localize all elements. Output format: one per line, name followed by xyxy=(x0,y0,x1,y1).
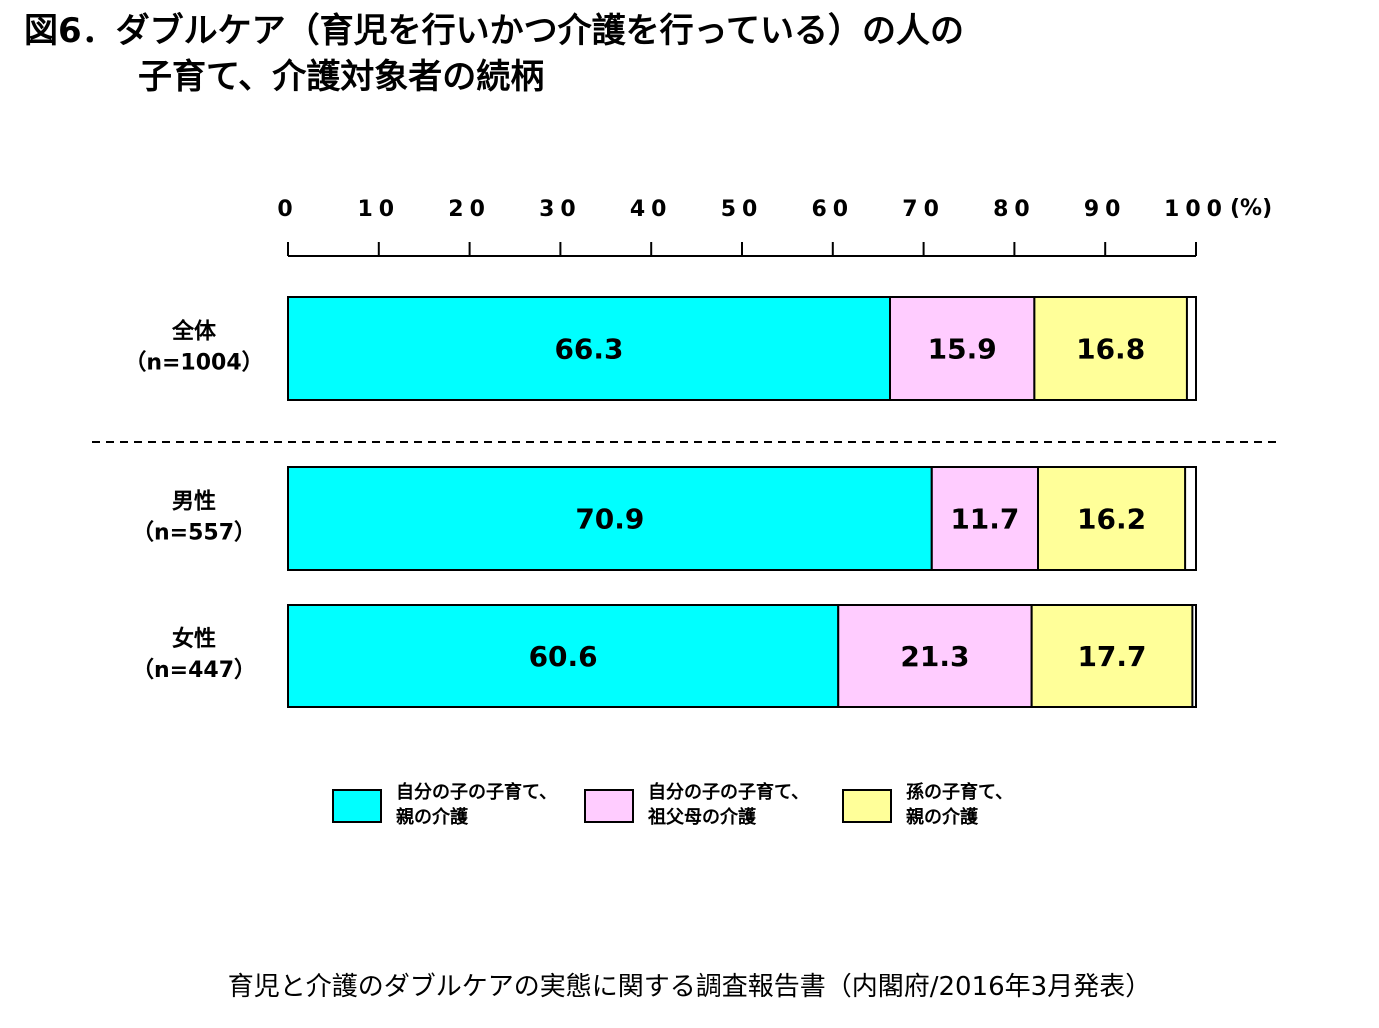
legend-swatch-grandparent-care xyxy=(584,789,634,823)
x-tick-label-60: 60 xyxy=(811,197,854,222)
value-label-female-grandchild-care: 17.7 xyxy=(1077,640,1146,673)
legend-label-parent-care: 自分の子の子育て、 親の介護 xyxy=(396,782,558,828)
x-tick-label-70: 70 xyxy=(902,197,945,222)
value-label-all-grandchild-care: 16.8 xyxy=(1076,333,1145,366)
bar-all-parent-care xyxy=(287,296,892,401)
value-label-female-grandparent-care: 21.3 xyxy=(900,640,969,673)
category-n-female: （n=447） xyxy=(132,658,256,683)
category-label-male: 男性 xyxy=(172,490,216,515)
value-label-male-grandchild-care: 16.2 xyxy=(1077,503,1146,536)
x-tick-label-90: 90 xyxy=(1084,197,1127,222)
source-note: 育児と介護のダブルケアの実態に関する調査報告書（内閣府/2016年3月発表） xyxy=(227,972,1152,1002)
bar-female-parent-care xyxy=(287,604,840,708)
title-line-2: 子育て、介護対象者の続柄 xyxy=(138,57,545,97)
legend-label-grandparent-care: 自分の子の子育て、 祖父母の介護 xyxy=(648,782,810,828)
category-n-all: （n=1004） xyxy=(124,351,263,376)
bar-all-grandparent-care xyxy=(889,296,1036,401)
bar-male-grandchild-care xyxy=(1037,466,1187,571)
x-tick-label-30: 30 xyxy=(539,197,582,222)
legend-label-grandchild-care: 孫の子育て、 親の介護 xyxy=(906,782,1014,828)
x-tick-label-50: 50 xyxy=(721,197,764,222)
legend-item-grandchild-care: 孫の子育て、 親の介護 xyxy=(842,780,1013,830)
value-label-all-parent-care: 66.3 xyxy=(554,333,623,366)
value-label-male-grandparent-care: 11.7 xyxy=(950,503,1019,536)
legend-swatch-parent-care xyxy=(332,789,382,823)
x-tick-label-20: 20 xyxy=(448,197,491,222)
x-tick-label-0: 0 xyxy=(277,197,298,222)
x-tick-label-10: 10 xyxy=(357,197,400,222)
legend-item-grandparent-care: 自分の子の子育て、 祖父母の介護 xyxy=(584,780,809,830)
value-label-female-parent-care: 60.6 xyxy=(529,640,598,673)
legend: 自分の子の子育て、 親の介護 自分の子の子育て、 祖父母の介護 孫の子育て、 親… xyxy=(0,780,1379,840)
chart-title: 図6．ダブルケア（育児を行いかつ介護を行っている）の人の 子育て、介護対象者の続… xyxy=(24,8,964,100)
x-tick-label-100: 100 xyxy=(1164,197,1228,222)
legend-item-parent-care: 自分の子の子育て、 親の介護 xyxy=(332,780,557,830)
category-label-all: 全体 xyxy=(171,319,217,345)
legend-swatch-grandchild-care xyxy=(842,789,892,823)
x-tick-label-80: 80 xyxy=(993,197,1036,222)
x-tick-label-40: 40 xyxy=(630,197,673,222)
title-line-1: 図6．ダブルケア（育児を行いかつ介護を行っている）の人の xyxy=(24,11,964,51)
bar-female-grandchild-care xyxy=(1030,604,1194,708)
category-n-male: （n=557） xyxy=(132,521,256,546)
value-label-male-parent-care: 70.9 xyxy=(575,503,644,536)
value-label-all-grandparent-care: 15.9 xyxy=(928,333,997,366)
x-axis-unit: (%) xyxy=(1230,196,1272,221)
bar-all-grandchild-care xyxy=(1033,296,1188,401)
category-label-female: 女性 xyxy=(172,626,216,652)
bar-male-parent-care xyxy=(287,466,933,571)
